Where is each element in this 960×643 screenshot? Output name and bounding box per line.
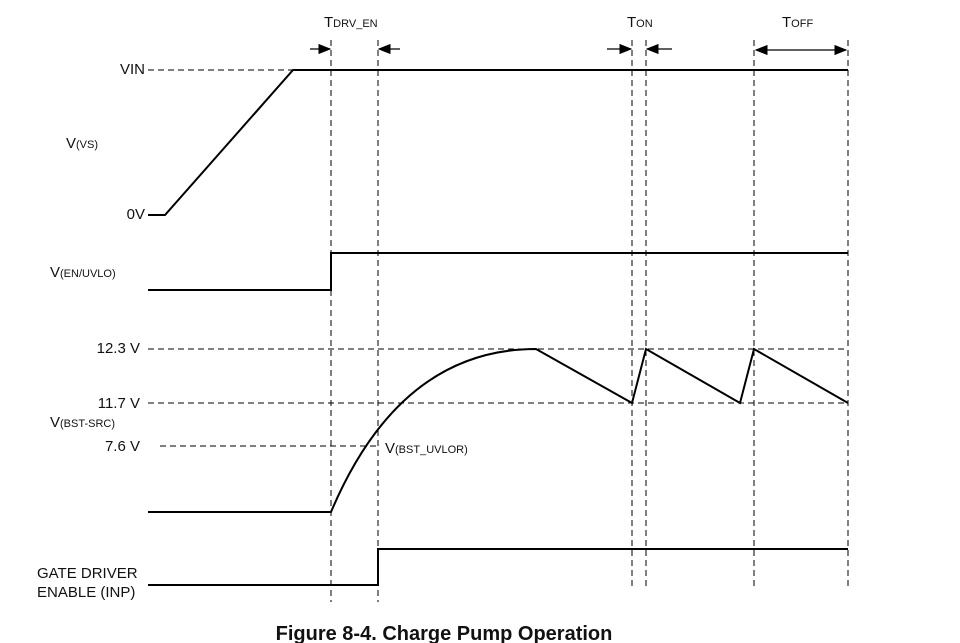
label-main: T	[324, 14, 333, 31]
label-sub: (VS)	[76, 139, 98, 151]
label-sub: ON	[636, 18, 653, 30]
t-on: TON	[627, 14, 653, 31]
gate-driver-label: ENABLE (INP)	[37, 584, 135, 601]
label-main: T	[627, 14, 636, 31]
label-main: V	[50, 414, 60, 431]
guides	[148, 40, 849, 602]
t-drv-en: TDRV_EN	[324, 14, 378, 31]
v-en-uvlo: V(EN/UVLO)	[50, 264, 116, 281]
label-sub: (BST_UVLOR)	[395, 444, 468, 456]
label-sub: OFF	[791, 18, 813, 30]
label-sub: DRV_EN	[333, 18, 377, 30]
label-main: V	[50, 264, 60, 281]
v-low-label: 11.7 V	[98, 395, 140, 412]
v-bst-src: V(BST-SRC)	[50, 414, 115, 431]
v-bst-uvlor: V(BST_UVLOR)	[385, 440, 468, 457]
v-vs: V(VS)	[66, 135, 98, 152]
label-main: V	[66, 135, 76, 152]
label-main: V	[385, 440, 395, 457]
uvlor-level-label: 7.6 V	[105, 438, 140, 455]
label-sub: (BST-SRC)	[60, 418, 115, 430]
signals	[148, 69, 849, 586]
label-sub: (EN/UVLO)	[60, 268, 116, 280]
vin-label: VIN	[120, 61, 145, 78]
v-high-label: 12.3 V	[97, 340, 140, 357]
zero-v-label: 0V	[127, 206, 145, 223]
caption: Figure 8-4. Charge Pump Operation	[276, 623, 613, 643]
label-main: T	[782, 14, 791, 31]
gate-driver-label: GATE DRIVER	[37, 565, 138, 582]
arrows	[310, 43, 848, 56]
t-off: TOFF	[782, 14, 813, 31]
